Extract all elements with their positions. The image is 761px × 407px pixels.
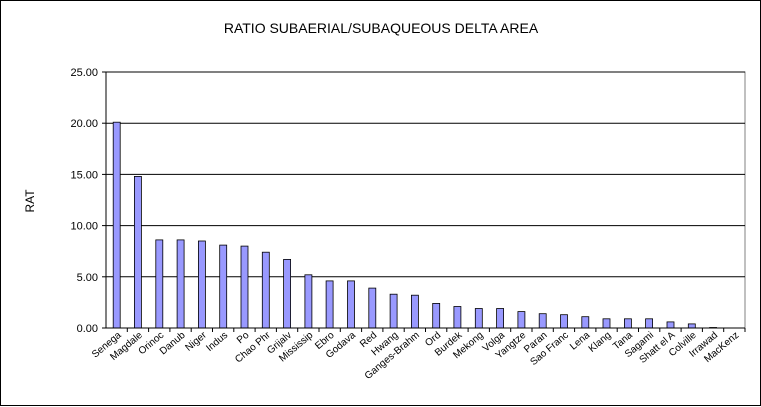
bar	[389, 293, 398, 329]
bar	[474, 308, 483, 329]
y-tick-label: 25.00	[70, 67, 98, 79]
bar	[112, 121, 121, 329]
plot-area	[105, 71, 746, 329]
category-label: Klang	[587, 330, 614, 355]
y-tick-label: 10.00	[70, 221, 98, 233]
bar	[602, 318, 611, 329]
bar	[368, 287, 377, 329]
y-tick-labels: 0.00 5.00 10.00 15.00 20.00 25.00	[70, 67, 98, 335]
bar	[517, 311, 526, 329]
bar	[219, 244, 228, 329]
y-tick-label: 15.00	[70, 169, 98, 181]
y-tick-label: 20.00	[70, 118, 98, 130]
bar	[283, 258, 292, 329]
bar	[453, 306, 462, 329]
bar	[666, 321, 675, 329]
y-tick-label: 0.00	[77, 323, 98, 335]
bar	[581, 316, 590, 329]
bar	[176, 239, 185, 329]
bar	[432, 302, 441, 329]
bar	[496, 308, 505, 329]
bar	[410, 294, 419, 329]
category-label: Indus	[204, 330, 230, 354]
gridlines	[105, 71, 746, 329]
bar	[261, 251, 270, 329]
bar	[240, 245, 249, 329]
bar	[325, 280, 334, 329]
bar	[645, 318, 653, 329]
bar	[133, 175, 142, 329]
bar	[197, 240, 206, 329]
bar	[687, 323, 696, 329]
axes	[102, 71, 746, 332]
bar	[347, 280, 355, 329]
bar	[560, 314, 568, 329]
chart-title: RATIO SUBAERIAL/SUBAQUEOUS DELTA AREA	[224, 20, 539, 36]
y-tick-label: 5.00	[77, 272, 98, 284]
y-axis-label: RAT	[23, 189, 37, 213]
bar	[304, 274, 313, 329]
bar	[538, 313, 547, 329]
category-label: Niger	[183, 329, 209, 353]
bar	[155, 239, 164, 329]
bar	[624, 318, 632, 329]
